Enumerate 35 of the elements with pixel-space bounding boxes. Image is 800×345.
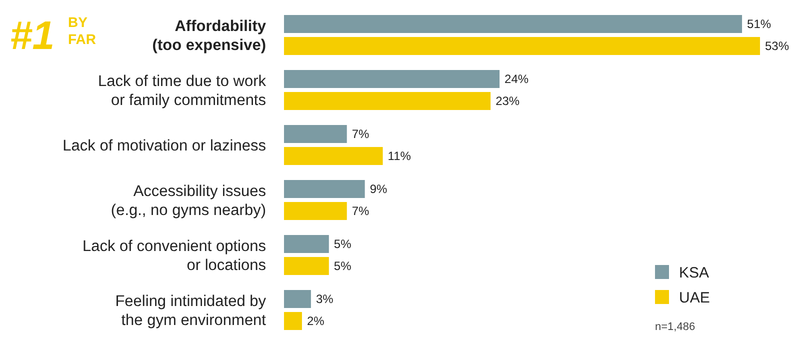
data-label: 11%	[388, 149, 412, 164]
y-tick-label: Lack of time due to work or family commitments	[98, 72, 266, 109]
bar	[284, 37, 760, 55]
data-label: 24%	[504, 72, 529, 86]
data-label: 3%	[316, 292, 334, 306]
bar	[284, 125, 347, 143]
annotation: n=1,486	[655, 321, 696, 333]
legend-label: KSA	[679, 264, 710, 282]
data-label: 51%	[747, 17, 772, 32]
data-label: 9%	[370, 182, 388, 196]
bar	[284, 147, 383, 165]
bar	[284, 312, 302, 330]
data-label: 5%	[334, 259, 352, 274]
bar	[284, 70, 500, 88]
y-tick-label: Lack of motivation or laziness	[62, 137, 266, 154]
data-label: 2%	[306, 314, 325, 328]
data-label: 7%	[352, 127, 370, 142]
y-tick-label: Lack of convenient options or locations	[82, 238, 266, 274]
legend-label: UAE	[679, 289, 710, 306]
text: BY FAR	[68, 14, 96, 47]
data-label: 7%	[352, 204, 370, 218]
data-label: 5%	[334, 237, 352, 252]
y-tick-label: Accessibility issues (e.g., no gyms nearby)	[110, 182, 266, 219]
bar	[284, 257, 329, 275]
y-tick-label: Feeling intimidated by the gym environment	[115, 292, 267, 329]
y-tick-label: Affordability (too expensive)	[152, 18, 266, 54]
bar	[284, 290, 311, 308]
data-label: 23%	[496, 94, 520, 108]
bar	[284, 92, 491, 110]
bar	[284, 235, 329, 253]
text: #1	[10, 14, 54, 58]
bar	[284, 180, 365, 198]
bar	[284, 202, 347, 220]
bar	[284, 15, 742, 33]
data-label: 53%	[765, 39, 790, 54]
